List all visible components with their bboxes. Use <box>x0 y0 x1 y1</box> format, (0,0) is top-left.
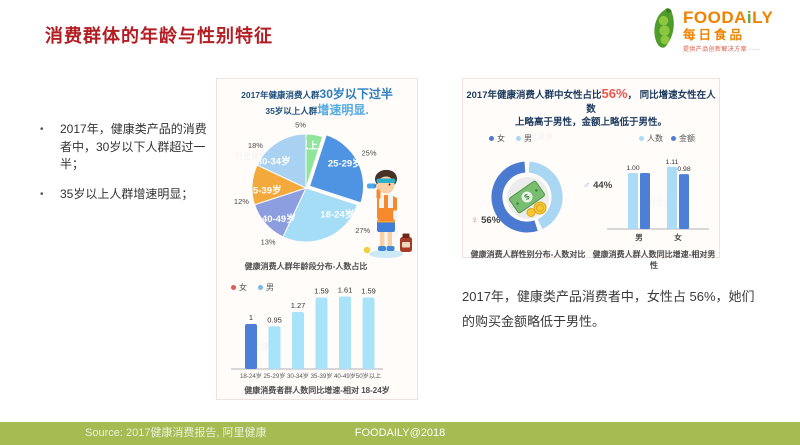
gender-panel: 2017年健康消费人群中女性占比56%， 同比增速女性在人数 上略高于男性，金额… <box>462 78 720 270</box>
age-growth-bar-chart: 1 18-24岁 0.95 25-29岁 1.27 30-34岁 1.59 35-39岁 1.6… <box>231 286 383 380</box>
svg-text:1.00: 1.00 <box>626 165 639 172</box>
bullet-icon: • <box>40 188 44 200</box>
svg-text:18-24岁: 18-24岁 <box>240 372 262 380</box>
gender-donut-caption: 健康消费人群性别分布-人数对比 <box>470 250 586 259</box>
age-panel: 2017年健康消费人群30岁以下过半 35岁以上人群增速明显. 阿里健康 阿里健… <box>216 78 418 400</box>
gender-panel-title: 2017年健康消费人群中女性占比56%， 同比增速女性在人数 上略高于男性，金额… <box>466 86 716 128</box>
svg-text:25-29岁: 25-29岁 <box>328 158 362 170</box>
legend-dot <box>489 136 494 141</box>
legend-dot <box>639 136 644 141</box>
svg-text:$: $ <box>523 192 532 202</box>
copyright-text: FOODAILY@2018 <box>354 427 446 439</box>
logo-tagline: 提供产品创新解决方案 ···· <box>683 47 762 53</box>
conclusion-text: 2017年，健康类产品消费者中，女性占 56%，她们的购买金额略低于男性。 <box>462 289 755 329</box>
age-bars-legend: 女 男 <box>231 282 274 293</box>
legend-label: 金额 <box>679 134 695 143</box>
svg-text:27%: 27% <box>355 226 370 235</box>
money-illustration: $ <box>507 177 549 219</box>
pea-pod-icon <box>654 8 674 48</box>
legend-item: 女 <box>489 133 505 144</box>
female-share-stat: ♀ 56% <box>471 215 500 226</box>
svg-text:25%: 25% <box>361 149 376 158</box>
bullet-icon: • <box>40 124 44 135</box>
svg-text:40-49岁: 40-49岁 <box>262 213 296 225</box>
foodaily-logo: FOODAiLY 每日食品 提供产品创新解决方案 ···· <box>651 8 773 53</box>
gender-bars-caption: 健康消费人群人数同比增速-相对男性 <box>592 250 716 270</box>
age-bars-caption: 健康消费者群人数同比增速-相对 18-24岁 <box>244 386 390 395</box>
male-share-value: 44% <box>593 180 613 191</box>
key-points: • 2017年，健康类产品的消费者中，30岁以下人群超过一半； • 35岁以上人… <box>40 121 214 215</box>
logo-text: FOODAiLY 每日食品 提供产品创新解决方案 ···· <box>683 8 773 53</box>
legend-label: 人数 <box>647 134 663 143</box>
legend-item: 男 <box>258 282 274 293</box>
gender-donut-legend: 女 男 <box>489 133 532 144</box>
svg-text:18-24岁: 18-24岁 <box>320 209 354 221</box>
svg-text:0.98: 0.98 <box>677 166 690 173</box>
svg-text:5%: 5% <box>295 121 306 130</box>
svg-text:0.95: 0.95 <box>267 315 282 324</box>
legend-dot <box>671 136 676 141</box>
legend-dot <box>231 285 236 290</box>
svg-text:35-39岁: 35-39岁 <box>248 184 282 196</box>
svg-text:1: 1 <box>249 313 253 322</box>
age-panel-title: 2017年健康消费人群30岁以下过半 35岁以上人群增速明显. <box>241 87 393 117</box>
svg-text:女: 女 <box>674 232 682 242</box>
svg-text:30-34岁: 30-34岁 <box>257 155 291 167</box>
svg-text:30-34岁: 30-34岁 <box>287 372 309 380</box>
svg-text:1.27: 1.27 <box>291 301 306 310</box>
legend-item: 金额 <box>671 133 695 144</box>
gender-growth-bar-chart: 男 1.00 女 1.110.98 <box>607 159 709 242</box>
legend-dot <box>258 285 263 290</box>
legend-item: 女 <box>231 282 247 293</box>
legend-label: 男 <box>524 134 532 143</box>
page-title: 消费群体的年龄与性别特征 <box>45 26 273 46</box>
legend-label: 女 <box>239 283 247 292</box>
female-share-value: 56% <box>481 215 501 226</box>
logo-wordmark: FOODAiLY <box>683 8 774 27</box>
svg-text:50岁以上: 50岁以上 <box>356 372 381 380</box>
svg-text:1.11: 1.11 <box>666 159 679 166</box>
svg-text:25-29岁: 25-29岁 <box>263 372 285 380</box>
bullet-item: • 2017年，健康类产品的消费者中，30岁以下人群超过一半； <box>40 121 214 174</box>
legend-label: 男 <box>266 283 274 292</box>
age-pie-chart: 50以上5%25-29岁25%18-24岁27%40-49岁13%35-39岁1… <box>234 121 377 247</box>
svg-text:40-49岁: 40-49岁 <box>334 372 356 380</box>
svg-text:1.61: 1.61 <box>338 286 353 295</box>
bullet-text: 2017年，健康类产品的消费者中，30岁以下人群超过一半； <box>60 122 207 171</box>
svg-text:35-39岁: 35-39岁 <box>310 372 332 380</box>
legend-label: 女 <box>497 134 505 143</box>
footer-bar: Source: 2017健康消费报告, 阿里健康 FOODAILY@2018 <box>0 422 800 445</box>
male-share-stat: ♂ 44% <box>583 180 612 191</box>
bullet-item: • 35岁以上人群增速明显； <box>40 186 214 204</box>
legend-item: 男 <box>516 133 532 144</box>
female-icon: ♀ <box>471 215 479 226</box>
svg-text:1.59: 1.59 <box>361 286 376 295</box>
svg-text:12%: 12% <box>234 197 249 206</box>
legend-dot <box>516 136 521 141</box>
svg-text:1.59: 1.59 <box>314 286 329 295</box>
bullet-text: 35岁以上人群增速明显； <box>60 186 194 201</box>
legend-item: 人数 <box>639 133 663 144</box>
gender-bars-legend: 人数 金额 <box>639 133 695 144</box>
svg-text:18%: 18% <box>248 141 263 150</box>
logo-subtitle: 每日食品 <box>683 28 746 42</box>
age-pie-caption: 健康消费人群年龄段分布-人数占比 <box>244 262 368 271</box>
source-text: Source: 2017健康消费报告, 阿里健康 <box>85 427 267 439</box>
male-icon: ♂ <box>583 180 591 191</box>
gender-donut-chart: $ <box>491 161 563 233</box>
boy-drinking-illustration <box>363 169 412 258</box>
svg-text:男: 男 <box>635 233 643 242</box>
svg-text:13%: 13% <box>261 238 276 247</box>
